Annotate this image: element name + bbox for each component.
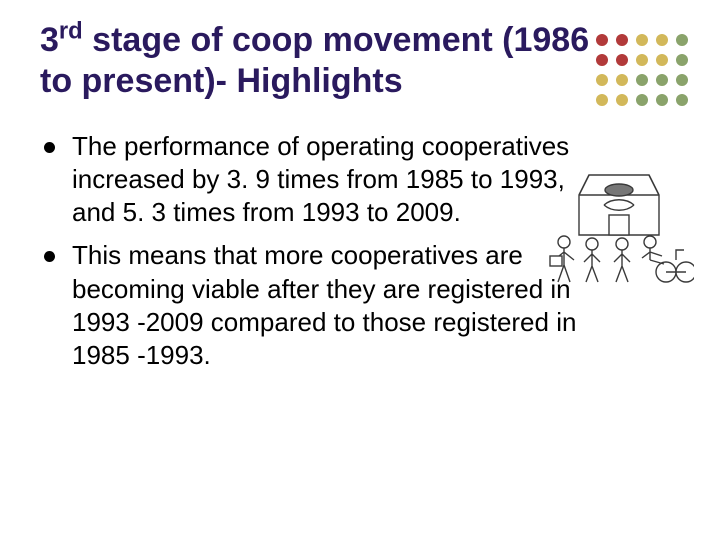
decor-dot — [656, 54, 668, 66]
decor-dot — [596, 94, 608, 106]
bullet-item: The performance of operating cooperative… — [40, 130, 600, 230]
decor-dot — [596, 74, 608, 86]
bullet-list: The performance of operating cooperative… — [40, 130, 600, 373]
decor-dot — [616, 74, 628, 86]
decor-dot — [616, 34, 628, 46]
coop-illustration — [544, 160, 694, 290]
decor-dot — [676, 94, 688, 106]
decor-dot — [616, 54, 628, 66]
decor-dot — [656, 94, 668, 106]
decor-dot — [656, 74, 668, 86]
decor-dot — [656, 34, 668, 46]
decor-dot — [676, 54, 688, 66]
decor-dot — [636, 54, 648, 66]
bullet-item: This means that more cooperatives are be… — [40, 239, 600, 372]
slide-title: 3rd stage of coop movement (1986 to pres… — [40, 20, 600, 102]
decorative-dot-grid — [596, 34, 690, 108]
decor-dot — [596, 34, 608, 46]
decor-dot — [636, 34, 648, 46]
decor-dot — [676, 34, 688, 46]
decor-dot — [636, 74, 648, 86]
decor-dot — [616, 94, 628, 106]
decor-dot — [596, 54, 608, 66]
decor-dot — [636, 94, 648, 106]
decor-dot — [676, 74, 688, 86]
slide: 3rd stage of coop movement (1986 to pres… — [0, 0, 720, 540]
